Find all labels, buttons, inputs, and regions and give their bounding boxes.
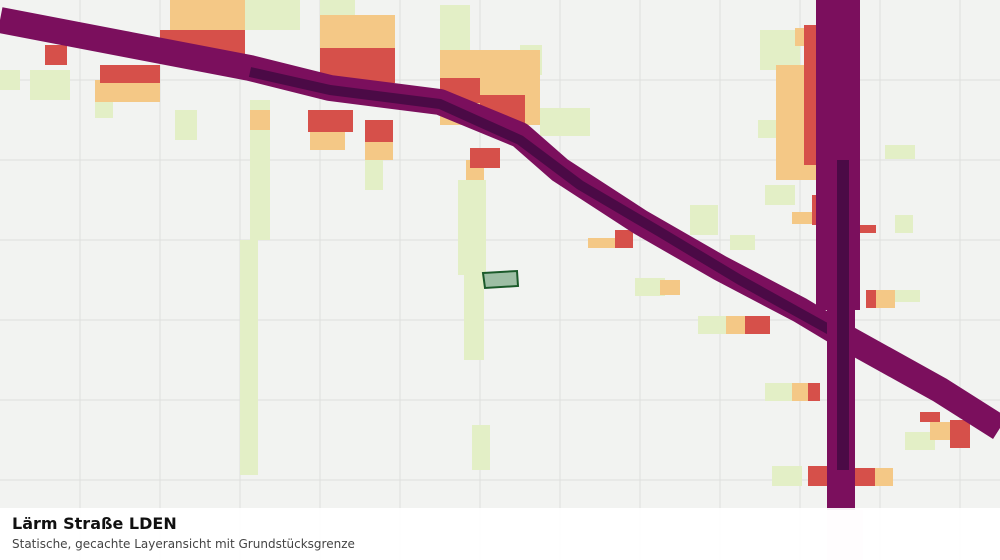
noise-zone-high xyxy=(45,25,970,486)
parcel-boundary xyxy=(481,269,520,290)
noise-zone-low xyxy=(0,0,935,486)
map-title: Lärm Straße LDEN xyxy=(12,514,177,533)
map-subtitle: Statische, gecachte Layeransicht mit Gru… xyxy=(12,537,355,551)
legend-panel: Lärm Straße LDEN Statische, gecachte Lay… xyxy=(0,508,1000,560)
noise-zone-very-high xyxy=(0,0,1000,510)
